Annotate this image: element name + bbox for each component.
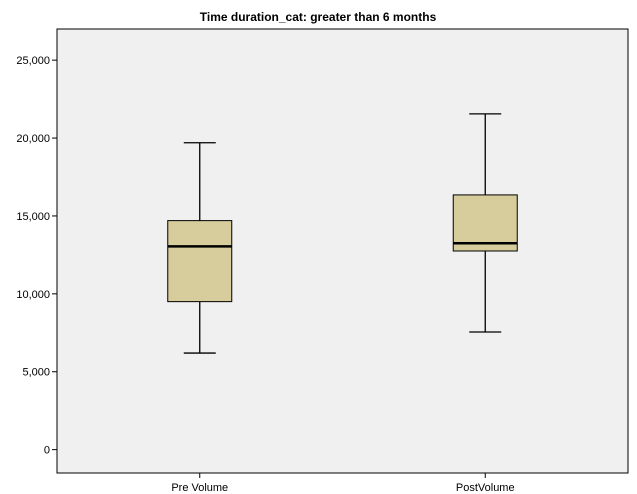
box-2 <box>452 113 518 333</box>
x-tick-label: Pre Volume <box>171 482 228 494</box>
plot-area <box>56 28 629 474</box>
y-tick-label: 0 <box>44 445 50 457</box>
y-tick-label: 20,000 <box>16 133 50 145</box>
y-tick-label: 25,000 <box>16 55 50 67</box>
iqr-box <box>452 194 518 252</box>
y-tick-label: 10,000 <box>16 289 50 301</box>
x-tick-label: PostVolume <box>456 482 515 494</box>
x-axis: Pre Volume PostVolume <box>171 473 515 494</box>
box-1 <box>167 142 233 354</box>
iqr-box <box>167 220 233 303</box>
y-tick-label: 15,000 <box>16 211 50 223</box>
chart-title: Time duration_cat: greater than 6 months <box>200 10 437 24</box>
box-group <box>167 113 518 354</box>
y-axis: 0 5,000 10,000 15,000 20,000 25,000 <box>16 55 57 457</box>
y-tick-label: 5,000 <box>22 367 50 379</box>
